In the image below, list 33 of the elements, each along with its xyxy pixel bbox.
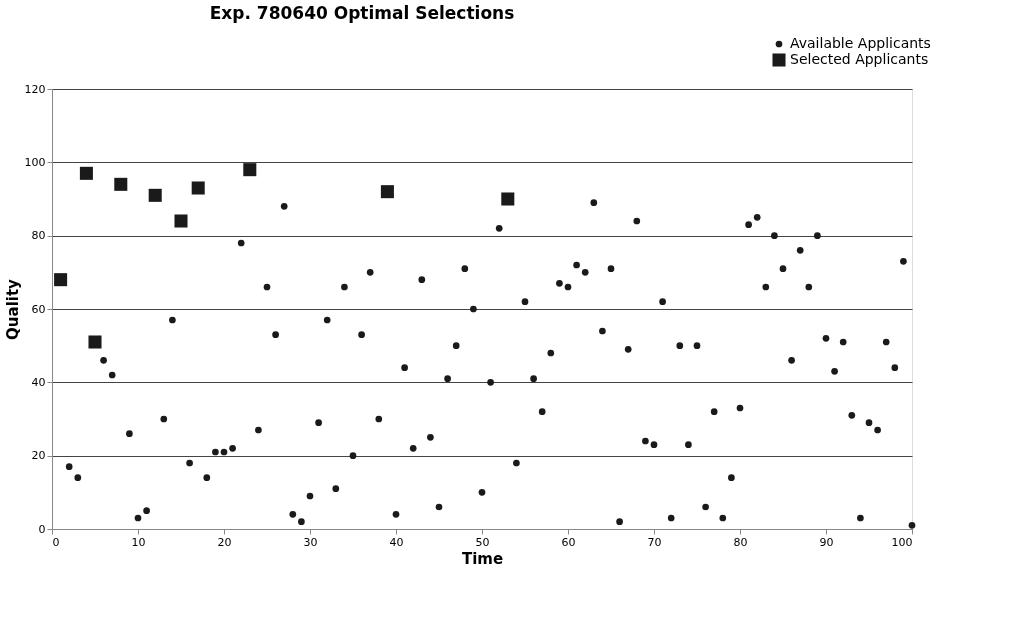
y-tick-label: 80 xyxy=(31,229,46,243)
x-tick-label: 100 xyxy=(891,535,913,549)
x-axis-title: Time xyxy=(461,549,504,568)
y-tick-label: 60 xyxy=(31,302,46,316)
x-tick-label: 70 xyxy=(647,535,662,549)
x-tick-label: 30 xyxy=(303,535,318,549)
point xyxy=(148,188,162,202)
x-tick-label: 60 xyxy=(561,535,576,549)
y-axis-title: Quality xyxy=(3,278,22,340)
x-tick-label: 50 xyxy=(475,535,490,549)
point xyxy=(79,166,93,180)
point xyxy=(54,273,68,287)
point xyxy=(174,214,188,228)
point xyxy=(243,163,257,177)
point xyxy=(501,192,515,206)
y-tick-label: 100 xyxy=(24,155,46,169)
x-tick-label: 40 xyxy=(389,535,404,549)
y-tick-label: 40 xyxy=(31,375,46,389)
point xyxy=(88,335,102,349)
x-tick-label: 10 xyxy=(131,535,146,549)
y-tick-label: 20 xyxy=(31,449,46,463)
x-tick-label: 90 xyxy=(819,535,834,549)
x-tick-label: 0 xyxy=(52,535,60,549)
x-tick-label: 20 xyxy=(217,535,232,549)
x-tick-label: 80 xyxy=(733,535,748,549)
point xyxy=(380,185,394,199)
y-tick-label: 0 xyxy=(38,522,46,536)
point xyxy=(191,181,205,195)
y-tick-label: 120 xyxy=(24,82,46,96)
legend-label: Selected Applicants xyxy=(790,51,929,67)
point xyxy=(114,177,128,191)
chart-title: Exp. 780640 Optimal Selections xyxy=(209,3,515,23)
legend-label: Available Applicants xyxy=(790,35,931,51)
